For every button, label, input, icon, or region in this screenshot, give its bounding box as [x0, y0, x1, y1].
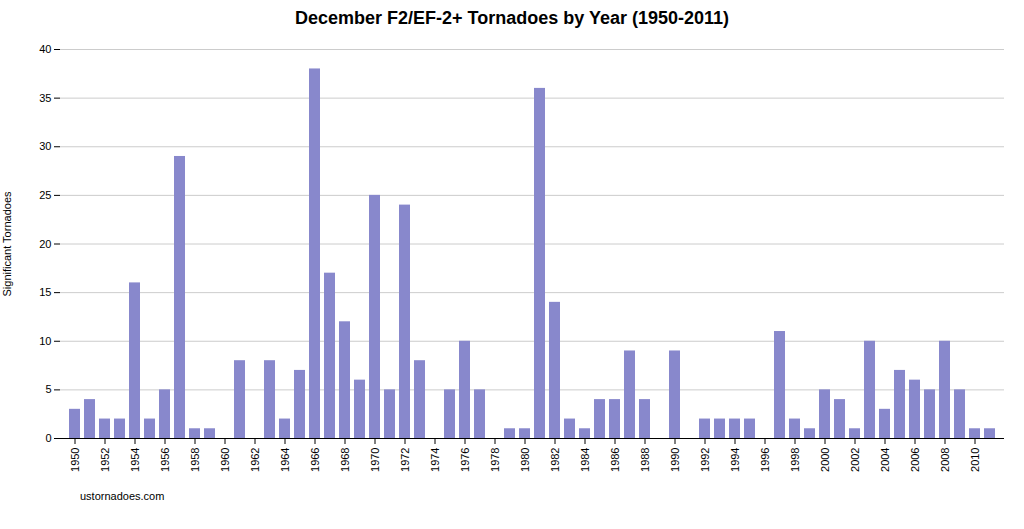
svg-text:1950: 1950 — [69, 448, 81, 472]
svg-text:1986: 1986 — [609, 448, 621, 472]
svg-text:2008: 2008 — [939, 448, 951, 472]
svg-text:2006: 2006 — [909, 448, 921, 472]
svg-text:1966: 1966 — [309, 448, 321, 472]
svg-text:1974: 1974 — [429, 448, 441, 472]
svg-text:1988: 1988 — [639, 448, 651, 472]
svg-text:0: 0 — [45, 432, 51, 444]
svg-text:1990: 1990 — [669, 448, 681, 472]
svg-text:40: 40 — [39, 43, 51, 55]
svg-text:1960: 1960 — [219, 448, 231, 472]
svg-text:2000: 2000 — [819, 448, 831, 472]
svg-text:1976: 1976 — [459, 448, 471, 472]
svg-text:30: 30 — [39, 140, 51, 152]
svg-text:2002: 2002 — [849, 448, 861, 472]
svg-text:1994: 1994 — [729, 448, 741, 472]
svg-text:1968: 1968 — [339, 448, 351, 472]
svg-text:2010: 2010 — [969, 448, 981, 472]
svg-text:1956: 1956 — [159, 448, 171, 472]
svg-text:1998: 1998 — [789, 448, 801, 472]
svg-text:1954: 1954 — [129, 448, 141, 472]
svg-text:1962: 1962 — [249, 448, 261, 472]
svg-text:1992: 1992 — [699, 448, 711, 472]
svg-text:2004: 2004 — [879, 448, 891, 472]
svg-text:1958: 1958 — [189, 448, 201, 472]
svg-text:15: 15 — [39, 286, 51, 298]
html-text:December F2/EF-2+ Tornadoes by: December F2/EF-2+ Tornadoes by Year (195… — [295, 8, 729, 28]
html-text:ustornadoes.com: ustornadoes.com — [80, 490, 165, 502]
svg-text:5: 5 — [45, 383, 51, 395]
svg-text:35: 35 — [39, 92, 51, 104]
svg-text:Significant Tornadoes: Significant Tornadoes — [1, 191, 13, 296]
svg-text:1970: 1970 — [369, 448, 381, 472]
svg-text:10: 10 — [39, 335, 51, 347]
svg-text:1984: 1984 — [579, 448, 591, 472]
svg-text:1982: 1982 — [549, 448, 561, 472]
svg-text:1996: 1996 — [759, 448, 771, 472]
svg-text:1952: 1952 — [99, 448, 111, 472]
svg-text:1972: 1972 — [399, 448, 411, 472]
svg-text:20: 20 — [39, 238, 51, 250]
svg-text:1980: 1980 — [519, 448, 531, 472]
svg-text:1978: 1978 — [489, 448, 501, 472]
svg-text:1964: 1964 — [279, 448, 291, 472]
svg-text:25: 25 — [39, 189, 51, 201]
